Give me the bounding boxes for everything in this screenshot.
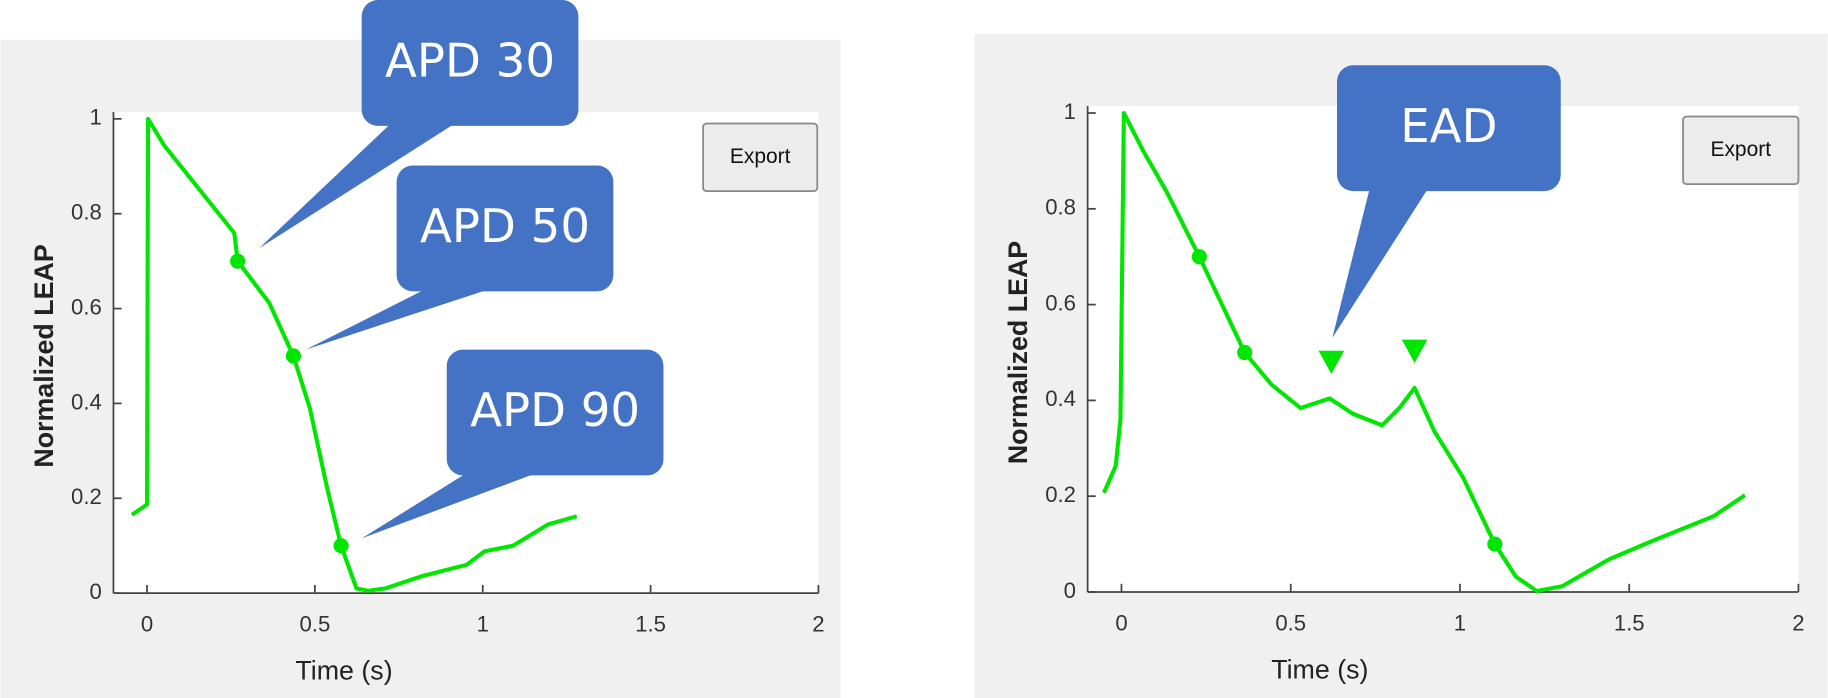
- y-tick-label: 1: [89, 105, 101, 130]
- y-tick-label: 0: [1064, 578, 1076, 603]
- y-tick-label: 1: [1064, 99, 1076, 124]
- callout-box: [446, 349, 664, 476]
- x-tick-label: 1: [1454, 610, 1466, 635]
- x-tick-label: 2: [812, 612, 824, 637]
- export-button[interactable]: [1682, 115, 1800, 185]
- x-tick-label: 0: [1115, 610, 1127, 635]
- callout-pointer: [1332, 188, 1428, 338]
- y-tick-label: 0.6: [71, 294, 102, 319]
- callout-box: [361, 0, 579, 126]
- x-tick-label: 0: [141, 612, 153, 637]
- y-tick-label: 0.6: [1045, 290, 1076, 315]
- y-axis-label: Normalized LEAP: [1003, 241, 1033, 464]
- callout-label: APD 50: [420, 199, 590, 253]
- export-button-label[interactable]: Export: [1710, 138, 1771, 161]
- callout-label: EAD: [1400, 99, 1497, 153]
- x-tick-label: 0.5: [299, 612, 330, 637]
- x-tick-label: 2: [1792, 610, 1804, 635]
- apd-marker: [1487, 536, 1503, 552]
- x-axis-label: Time (s): [295, 655, 392, 685]
- x-axis-label: Time (s): [1271, 654, 1368, 684]
- y-axis-label: Normalized LEAP: [29, 244, 59, 467]
- y-tick-label: 0.8: [1045, 195, 1076, 220]
- x-tick-label: 1.5: [1614, 610, 1645, 635]
- apd-marker: [230, 253, 246, 269]
- apd-marker: [285, 348, 301, 364]
- x-tick-label: 0.5: [1275, 610, 1306, 635]
- apd-marker: [1191, 249, 1207, 265]
- apd-marker: [1237, 344, 1253, 361]
- ead-marker: [1318, 350, 1345, 374]
- y-tick-label: 0.8: [71, 200, 102, 225]
- export-button[interactable]: [702, 122, 819, 192]
- callout-label: APD 30: [385, 34, 555, 88]
- callout-pointer: [361, 473, 537, 539]
- callout-label: APD 90: [470, 383, 640, 437]
- data-line: [130, 116, 578, 593]
- callout-box: [396, 165, 614, 292]
- y-tick-label: 0.4: [1045, 386, 1076, 411]
- callout-pointer: [305, 288, 490, 350]
- y-tick-label: 0.4: [71, 389, 102, 414]
- apd-marker: [333, 538, 349, 554]
- x-tick-label: 1.5: [635, 612, 666, 637]
- data-line: [1102, 110, 1747, 594]
- callout-box: [1336, 65, 1561, 192]
- export-button-label[interactable]: Export: [730, 145, 791, 168]
- ead-marker: [1401, 339, 1428, 363]
- y-tick-label: 0.2: [71, 484, 102, 509]
- x-tick-label: 1: [477, 612, 489, 637]
- y-tick-label: 0.2: [1045, 482, 1076, 507]
- y-tick-label: 0: [89, 579, 101, 604]
